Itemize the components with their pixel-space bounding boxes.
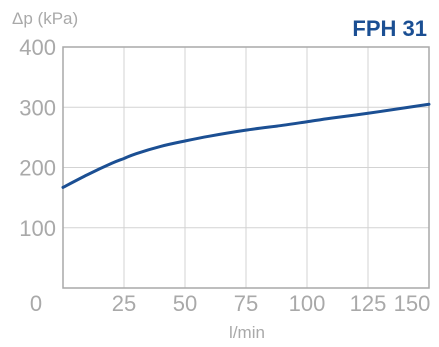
x-axis-tick-labels: 0 25 50 75 100 125 150 [30, 291, 430, 316]
grid-lines [63, 47, 429, 288]
y-tick-label: 400 [19, 35, 56, 60]
series-line [61, 102, 431, 189]
x-tick-label: 150 [394, 291, 431, 316]
x-tick-label: 125 [350, 291, 387, 316]
plot-area-frame [62, 46, 430, 289]
x-tick-label: 0 [30, 291, 42, 316]
x-tick-label: 100 [289, 291, 326, 316]
x-tick-label: 25 [112, 291, 136, 316]
x-axis-label: l/min [229, 323, 265, 342]
x-tick-label: 50 [173, 291, 197, 316]
y-tick-label: 300 [19, 95, 56, 120]
y-tick-label: 100 [19, 216, 56, 241]
y-axis-label: Δp (kPa) [12, 9, 78, 28]
y-tick-label: 200 [19, 156, 56, 181]
chart-title: FPH 31 [352, 16, 427, 41]
x-tick-label: 75 [234, 291, 258, 316]
y-axis-tick-labels: 100 200 300 400 [19, 35, 56, 241]
